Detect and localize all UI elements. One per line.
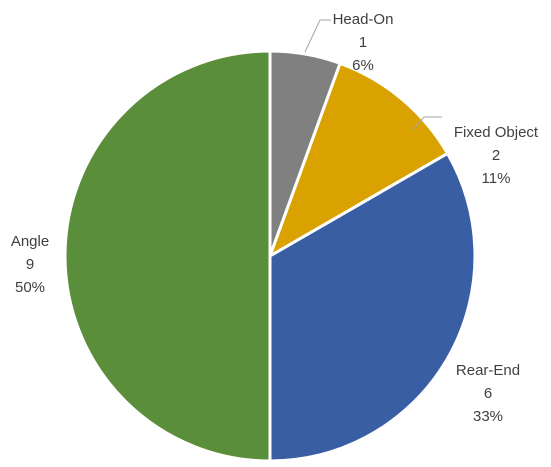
data-label-head-on: Head-On 1 6% bbox=[333, 11, 394, 74]
data-label-value: 1 bbox=[359, 34, 367, 51]
data-label-rear-end: Rear-End 6 33% bbox=[456, 362, 520, 425]
data-label-angle: Angle 9 50% bbox=[11, 233, 49, 296]
data-label-category: Rear-End bbox=[456, 362, 520, 379]
data-label-fixed-object: Fixed Object 2 11% bbox=[454, 124, 539, 187]
data-label-category: Fixed Object bbox=[454, 124, 539, 141]
pie-slice-angle bbox=[63, 49, 272, 463]
leader-lines bbox=[304, 19, 442, 131]
data-label-percent: 50% bbox=[15, 279, 45, 296]
data-label-value: 2 bbox=[492, 147, 500, 164]
data-label-category: Head-On bbox=[333, 11, 394, 28]
data-labels: Head-On 1 6% Fixed Object 2 11% Rear-End 6 33% An… bbox=[11, 11, 539, 425]
leader-line-fixed-object bbox=[412, 116, 442, 131]
data-label-value: 9 bbox=[26, 256, 34, 273]
data-label-percent: 6% bbox=[352, 57, 374, 74]
leader-line-head-on bbox=[304, 19, 331, 53]
data-label-value: 6 bbox=[484, 385, 492, 402]
data-label-percent: 11% bbox=[482, 170, 511, 187]
pie-slice-rear-end bbox=[268, 152, 477, 463]
pie-slices bbox=[63, 49, 477, 463]
data-label-category: Angle bbox=[11, 233, 49, 250]
data-label-percent: 33% bbox=[473, 408, 503, 425]
pie-slice-fixed-object bbox=[268, 61, 450, 258]
